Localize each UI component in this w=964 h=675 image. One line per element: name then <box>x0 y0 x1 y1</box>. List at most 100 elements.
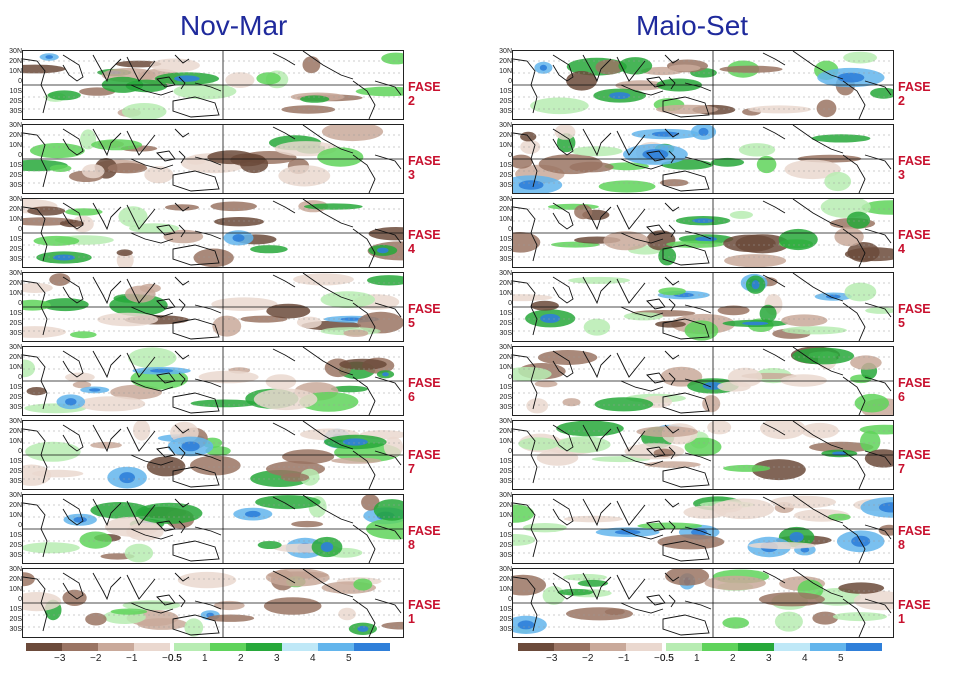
lat-label: 10N <box>499 68 512 75</box>
lat-label: 30N <box>9 122 22 129</box>
colorbar-swatch <box>518 643 554 651</box>
lat-label: 0 <box>18 226 22 233</box>
lat-label: 30S <box>499 256 512 263</box>
lat-label: 0 <box>18 596 22 603</box>
colorbar-swatch <box>98 643 134 651</box>
lat-label: 0 <box>18 374 22 381</box>
colorbar-tick-label: −2 <box>90 653 102 664</box>
lat-label: 20N <box>9 206 22 213</box>
lat-label: 0 <box>508 448 512 455</box>
lat-label: 30S <box>499 626 512 633</box>
lat-label: 20N <box>9 58 22 65</box>
phase-label: FASE 8 <box>408 524 441 552</box>
lat-label: 30S <box>9 330 22 337</box>
lat-label: 30S <box>499 108 512 115</box>
lat-label: 0 <box>18 522 22 529</box>
phase-label: FASE 5 <box>408 302 441 330</box>
colorbar-swatch <box>210 643 246 651</box>
colorbar-tick-label: 5 <box>346 653 352 664</box>
phase-label: FASE 6 <box>408 376 441 404</box>
phase-label: FASE 3 <box>408 154 441 182</box>
lat-label: 10S <box>9 88 22 95</box>
lat-label: 10N <box>499 586 512 593</box>
lat-label: 30S <box>499 330 512 337</box>
lat-label: 30N <box>9 344 22 351</box>
colorbar-tick-label: 1 <box>202 653 208 664</box>
lat-label: 30N <box>9 48 22 55</box>
colorbar-tick-label: 2 <box>730 653 736 664</box>
lat-label: 10S <box>499 162 512 169</box>
lat-label: 20N <box>499 280 512 287</box>
lat-label: 30S <box>9 626 22 633</box>
colorbar-swatch <box>134 643 170 651</box>
lat-label: 30N <box>499 418 512 425</box>
nov-mar-title: Nov-Mar <box>180 10 288 41</box>
phase-label: FASE 6 <box>898 376 931 404</box>
lat-label: 10N <box>499 512 512 519</box>
phase-label: FASE 7 <box>408 448 441 476</box>
lat-label: 30N <box>499 566 512 573</box>
lat-label: 30N <box>9 492 22 499</box>
lat-label: 30N <box>499 270 512 277</box>
colorbar-tick-label: 0.5 <box>168 653 182 664</box>
lat-label: 10S <box>9 162 22 169</box>
lat-label: 10N <box>9 142 22 149</box>
lat-label: 20N <box>499 428 512 435</box>
colorbar-swatch <box>846 643 882 651</box>
colorbar-tick-label: 3 <box>766 653 772 664</box>
phase-label: FASE 7 <box>898 448 931 476</box>
anomaly-map <box>22 568 404 638</box>
lat-label: 20N <box>499 354 512 361</box>
lat-label: 20S <box>499 468 512 475</box>
lat-label: 0 <box>18 448 22 455</box>
lat-label: 20N <box>9 280 22 287</box>
lat-label: 30S <box>9 108 22 115</box>
lat-label: 0 <box>508 522 512 529</box>
lat-label: 20S <box>499 542 512 549</box>
anomaly-map <box>512 568 894 638</box>
lat-label: 20S <box>499 616 512 623</box>
colorbar-swatch <box>590 643 626 651</box>
lat-label: 10N <box>499 142 512 149</box>
lat-label: 30N <box>9 566 22 573</box>
colorbar-swatch <box>246 643 282 651</box>
colorbar-tick-label: 4 <box>310 653 316 664</box>
lat-label: 0 <box>18 300 22 307</box>
colorbar-swatch <box>170 643 174 651</box>
lat-label: 10N <box>499 438 512 445</box>
lat-label: 10N <box>9 216 22 223</box>
colorbar-swatch <box>62 643 98 651</box>
anomaly-map <box>512 420 894 490</box>
phase-label: FASE 2 <box>408 80 441 108</box>
phase-label: FASE 4 <box>898 228 931 256</box>
lat-label: 20N <box>499 58 512 65</box>
phase-label: FASE 2 <box>898 80 931 108</box>
lat-label: 30N <box>9 418 22 425</box>
lat-label: 20S <box>9 616 22 623</box>
phase-label: FASE 1 <box>408 598 441 626</box>
lat-label: 10S <box>499 236 512 243</box>
lat-label: 20S <box>9 246 22 253</box>
lat-label: 10N <box>499 216 512 223</box>
lat-label: 20S <box>9 172 22 179</box>
anomaly-map <box>22 420 404 490</box>
lat-label: 0 <box>508 374 512 381</box>
lat-label: 10S <box>499 88 512 95</box>
lat-label: 20S <box>499 394 512 401</box>
lat-label: 30N <box>499 122 512 129</box>
lat-label: 20N <box>9 354 22 361</box>
lat-label: 10S <box>9 384 22 391</box>
anomaly-map <box>512 198 894 268</box>
phase-label: FASE 1 <box>898 598 931 626</box>
lat-label: 20S <box>9 542 22 549</box>
colorbar-tick-label: 1 <box>694 653 700 664</box>
lat-label: 30N <box>499 196 512 203</box>
anomaly-map <box>22 346 404 416</box>
anomaly-map <box>512 124 894 194</box>
lat-label: 10S <box>499 606 512 613</box>
lat-label: 0 <box>508 226 512 233</box>
lat-label: 20N <box>499 502 512 509</box>
lat-label: 10S <box>499 384 512 391</box>
lat-label: 20S <box>9 98 22 105</box>
anomaly-map <box>512 272 894 342</box>
